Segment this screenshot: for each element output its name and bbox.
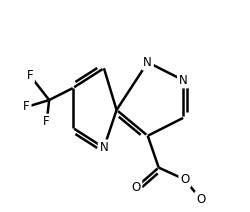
Text: N: N [100,141,108,154]
Text: F: F [43,115,50,128]
Text: N: N [179,74,188,87]
Text: N: N [143,56,152,69]
Text: O: O [131,181,140,194]
Text: O: O [180,173,190,186]
Text: F: F [23,100,30,113]
Text: O: O [196,193,205,206]
Text: F: F [26,69,33,82]
